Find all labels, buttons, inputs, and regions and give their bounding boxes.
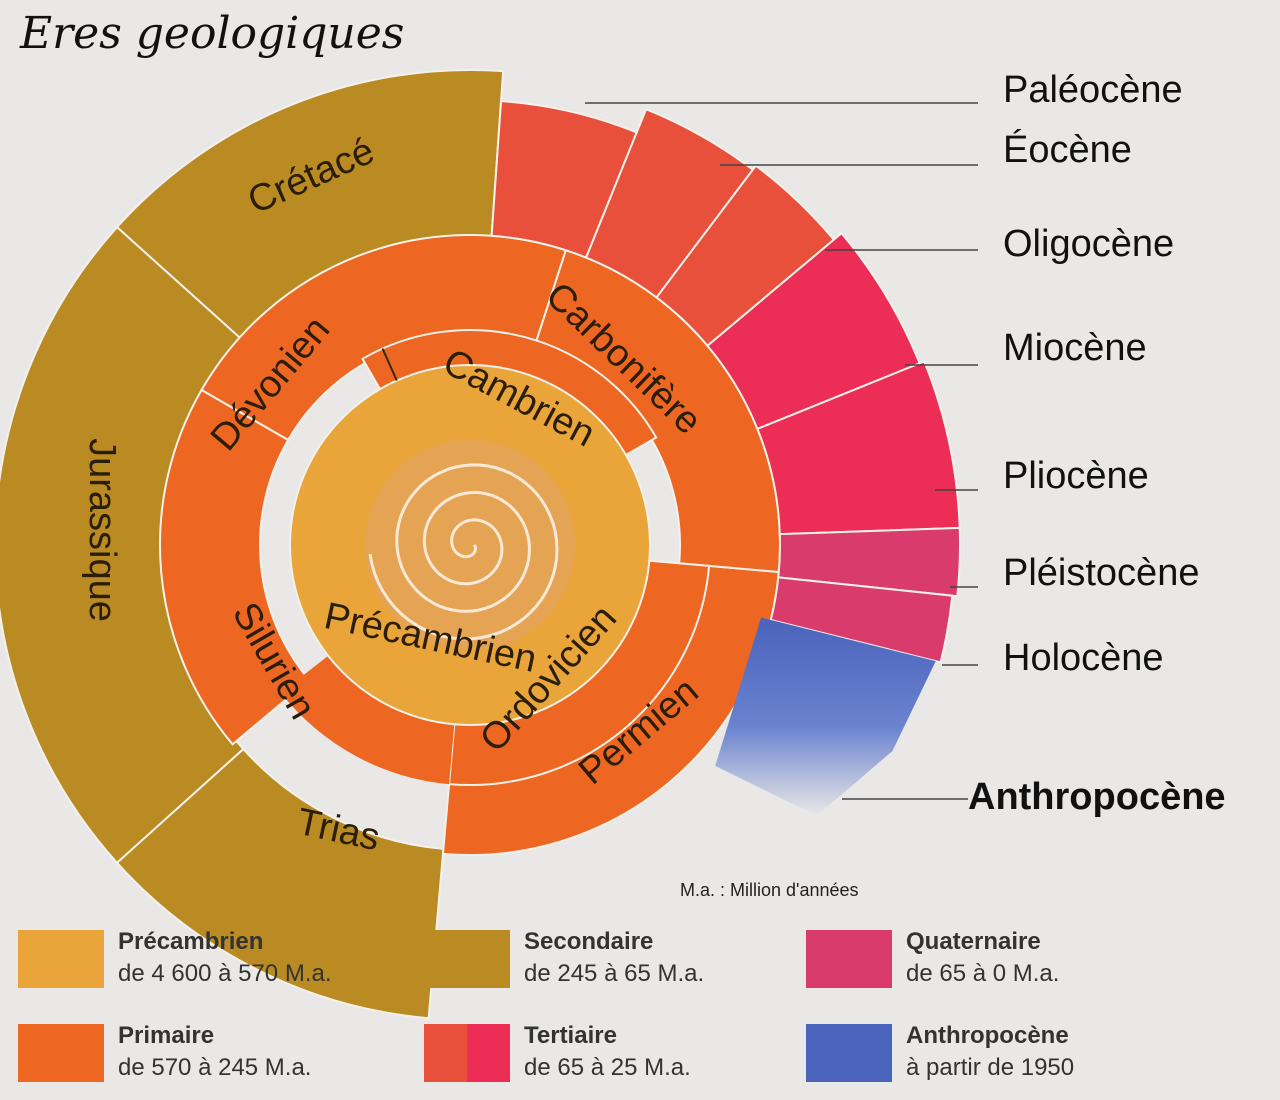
page-title: Eres geologiques bbox=[20, 8, 405, 59]
wedge-silurien bbox=[159, 388, 311, 746]
era-wedges bbox=[0, 69, 961, 1020]
legend-range: de 570 à 245 M.a. bbox=[118, 1054, 312, 1081]
anthropocene-arrow bbox=[715, 617, 936, 816]
label-jurassique: Jurassique bbox=[81, 438, 123, 622]
unit-note: M.a. : Million d'années bbox=[680, 880, 859, 900]
wedge-trias bbox=[115, 747, 445, 1020]
legend-name: Tertiaire bbox=[524, 1022, 617, 1049]
legend-swatch bbox=[18, 930, 104, 988]
legend-swatch bbox=[424, 930, 510, 988]
legend-swatch bbox=[424, 1024, 510, 1082]
legend-range: à partir de 1950 bbox=[906, 1054, 1075, 1081]
legend-range: de 245 à 65 M.a. bbox=[524, 960, 705, 987]
legend-range: de 65 à 0 M.a. bbox=[906, 960, 1060, 987]
spiral-icon bbox=[368, 463, 559, 641]
anthropocene-label: Anthropocène bbox=[968, 776, 1226, 818]
epoch-label: Oligocène bbox=[1003, 223, 1174, 265]
legend-swatch bbox=[806, 930, 892, 988]
spiral-glow bbox=[365, 440, 575, 650]
epoch-pointer-lines bbox=[585, 102, 978, 800]
legend-name: Quaternaire bbox=[906, 928, 1041, 955]
legend-name: Anthropocène bbox=[906, 1022, 1069, 1049]
epoch-label: Éocène bbox=[1003, 128, 1132, 171]
epoch-label: Paléocène bbox=[1003, 69, 1183, 111]
legend-name: Secondaire bbox=[524, 928, 654, 955]
legend-swatch bbox=[18, 1024, 104, 1082]
legend-name: Précambrien bbox=[118, 928, 264, 955]
legend-range: de 65 à 25 M.a. bbox=[524, 1054, 691, 1081]
legend-swatch bbox=[806, 1024, 892, 1082]
epoch-label: Miocène bbox=[1003, 327, 1147, 369]
legend-range: de 4 600 à 570 M.a. bbox=[118, 960, 332, 987]
epoch-label: Pléistocène bbox=[1003, 552, 1199, 594]
epoch-label: Pliocène bbox=[1003, 455, 1149, 497]
epoch-label: Holocène bbox=[1003, 637, 1164, 679]
legend-name: Primaire bbox=[118, 1022, 215, 1049]
cambrien-boundary-line bbox=[381, 348, 398, 381]
